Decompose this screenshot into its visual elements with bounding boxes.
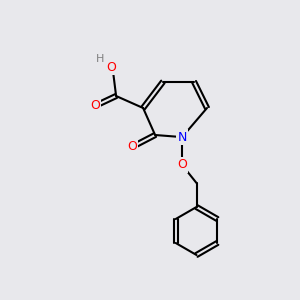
- Text: N: N: [177, 130, 187, 144]
- Text: O: O: [107, 61, 116, 74]
- Text: O: O: [90, 99, 100, 112]
- Text: O: O: [127, 140, 137, 154]
- Text: O: O: [177, 158, 187, 172]
- Text: H: H: [95, 53, 104, 64]
